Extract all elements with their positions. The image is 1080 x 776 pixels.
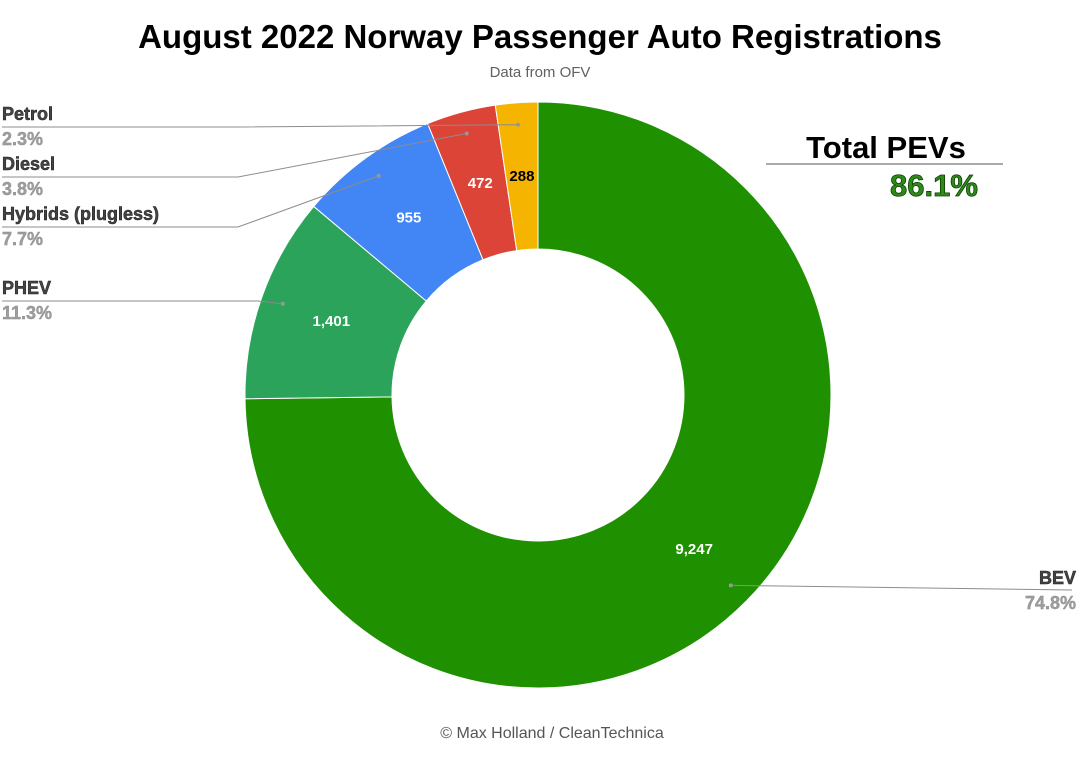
leader-line-phev bbox=[2, 300, 283, 305]
percent-label-hybrids-plugless: 7.7% bbox=[2, 229, 43, 249]
total-pevs-annotation: Total PEVs 86.1% bbox=[766, 130, 1003, 203]
donut-slices bbox=[244, 101, 832, 689]
chart-subtitle: Data from OFV bbox=[490, 64, 591, 81]
chart-credit: © Max Holland / CleanTechnica bbox=[440, 725, 664, 742]
total-pevs-label: Total PEVs bbox=[806, 130, 966, 165]
category-label-petrol: Petrol bbox=[2, 104, 53, 124]
value-label-bev: 9,247 bbox=[675, 541, 713, 558]
percent-label-diesel: 3.8% bbox=[2, 179, 43, 199]
leader-line-hybrids-plugless bbox=[2, 175, 379, 228]
total-pevs-value: 86.1% bbox=[890, 168, 978, 203]
slice-value-labels: 9,247 1,401 955 472 288 bbox=[313, 168, 713, 558]
percent-label-petrol: 2.3% bbox=[2, 129, 43, 149]
value-label-diesel: 472 bbox=[468, 175, 493, 192]
leader-lines bbox=[2, 122, 1073, 591]
category-label-bev: BEV bbox=[1039, 568, 1076, 588]
percent-label-bev: 74.8% bbox=[1025, 593, 1076, 613]
slice-bev bbox=[244, 101, 832, 689]
leader-line-petrol bbox=[2, 124, 519, 128]
slice-petrol bbox=[494, 101, 539, 252]
value-label-phev: 1,401 bbox=[313, 313, 351, 330]
value-label-petrol: 288 bbox=[509, 168, 534, 185]
leader-line-bev bbox=[730, 584, 1073, 591]
chart-title: August 2022 Norway Passenger Auto Regist… bbox=[138, 18, 942, 55]
category-label-diesel: Diesel bbox=[2, 154, 55, 174]
slice-category-labels: BEV 74.8% PHEV 11.3% Hybrids (plugless) 7.7% D… bbox=[2, 104, 1077, 613]
percent-label-phev: 11.3% bbox=[2, 303, 52, 323]
category-label-phev: PHEV bbox=[2, 278, 51, 298]
value-label-hybrids-plugless: 955 bbox=[396, 210, 421, 227]
leader-line-diesel bbox=[2, 133, 467, 178]
category-label-hybrids-plugless: Hybrids (plugless) bbox=[2, 204, 159, 224]
